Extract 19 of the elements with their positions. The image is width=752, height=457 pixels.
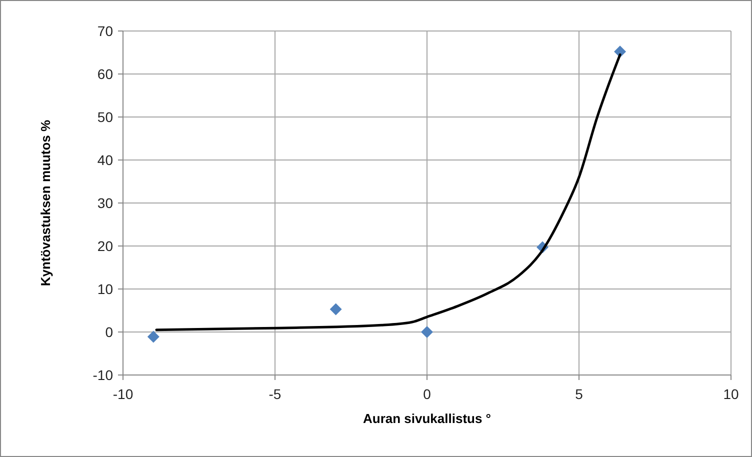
point <box>421 326 433 338</box>
y-axis-title: Kyntövastuksen muutos % <box>38 119 53 286</box>
y-tick-label: 50 <box>97 109 114 125</box>
y-tick-label: 60 <box>97 66 114 82</box>
x-tick-label: 0 <box>423 386 432 402</box>
x-tick-label: -5 <box>268 386 282 402</box>
x-tick-label: -10 <box>112 386 134 402</box>
x-tick-label: 5 <box>575 386 584 402</box>
y-tick-label: 70 <box>97 23 114 39</box>
point <box>147 330 160 343</box>
x-axis-title: Auran sivukallistus ° <box>362 411 492 426</box>
y-tick-label: -10 <box>92 367 114 383</box>
y-tick-label: 20 <box>97 238 114 254</box>
y-tick-label: 40 <box>97 152 114 168</box>
y-tick-label: 10 <box>97 281 114 297</box>
y-tick-label: 30 <box>97 195 114 211</box>
point <box>330 303 342 316</box>
x-tick-label: 10 <box>723 386 739 402</box>
y-tick-label: 0 <box>105 324 114 340</box>
